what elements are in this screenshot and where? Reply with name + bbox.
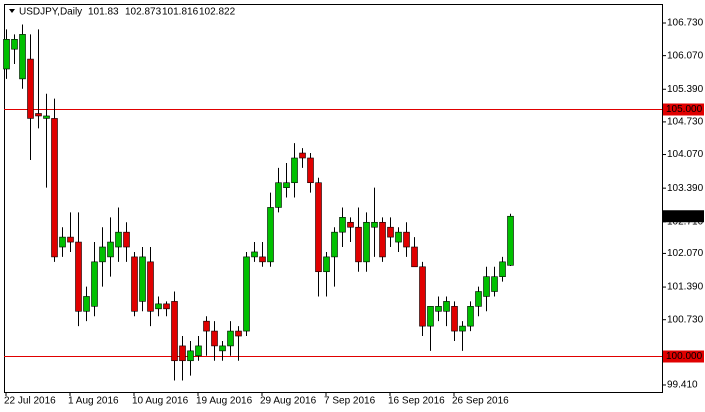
x-tick-label: 29 Aug 2016 [260, 396, 317, 407]
candle-body [131, 256, 138, 312]
candle-body [11, 39, 18, 50]
x-tick-label: 10 Aug 2016 [132, 396, 189, 407]
candle-body [51, 118, 58, 258]
candle-body [307, 157, 314, 184]
candle-body [315, 182, 322, 273]
y-tick-label: 101.390 [667, 282, 704, 293]
y-tick-label: 105.390 [667, 84, 704, 95]
header-close: 102.822 [199, 7, 236, 18]
candle-body [99, 246, 106, 263]
candle-body [459, 325, 466, 332]
candle-body [67, 236, 74, 243]
candle-body [395, 231, 402, 243]
candle-body [467, 306, 474, 327]
candle-body [19, 34, 26, 80]
y-tick-label: 106.070 [667, 50, 704, 61]
x-tick-label: 19 Aug 2016 [196, 396, 253, 407]
candle-body [355, 226, 362, 263]
level-label-box [663, 103, 704, 116]
candle-body [203, 320, 210, 332]
candle-body [283, 182, 290, 188]
level-label-box [663, 350, 704, 363]
candle-body [211, 330, 218, 347]
candle-body [179, 345, 186, 362]
candle-body [299, 152, 306, 159]
candle-body [403, 231, 410, 248]
candle-body [163, 303, 170, 310]
candle-body [195, 345, 202, 357]
header-high: 102.873 [125, 7, 162, 18]
candle-body [155, 303, 162, 310]
y-tick-label: 102.070 [667, 248, 704, 259]
candle-body [483, 276, 490, 297]
x-tick-label: 22 Jul 2016 [4, 396, 56, 407]
plot-frame [4, 4, 663, 393]
candle-body [75, 241, 82, 312]
header-low: 101.816 [162, 7, 199, 18]
candle-body [275, 182, 282, 208]
candle-body [451, 306, 458, 332]
candle-body [443, 301, 450, 312]
candle-body [27, 58, 34, 119]
x-tick-label: 16 Sep 2016 [388, 396, 445, 407]
candle-body [411, 246, 418, 268]
candle-body [339, 217, 346, 233]
y-tick-label: 104.730 [667, 117, 704, 128]
candle-body [147, 261, 154, 312]
candle-body [107, 241, 114, 258]
x-tick-label: 1 Aug 2016 [68, 396, 119, 407]
candle-body [379, 221, 386, 258]
candle-body [43, 115, 50, 119]
candle-body [115, 231, 122, 248]
price-label-box [663, 210, 704, 223]
candle-body [419, 266, 426, 327]
candle-body [475, 291, 482, 307]
candle-body [219, 345, 226, 352]
candle-body [267, 207, 274, 263]
candle-body [331, 231, 338, 258]
candle-body [123, 231, 130, 248]
candle-body [347, 221, 354, 228]
x-tick-label: 7 Sep 2016 [324, 396, 376, 407]
candle-body [259, 256, 266, 263]
y-tick-label: 103.390 [667, 183, 704, 194]
candle-body [187, 350, 194, 362]
candle-body [83, 296, 90, 312]
level-label: 105.000 [666, 104, 703, 115]
candle-body [435, 306, 442, 312]
candle-body [171, 301, 178, 362]
candle-body [91, 261, 98, 307]
candle-body [499, 261, 506, 277]
candle-body [363, 221, 370, 263]
menu-arrow[interactable] [9, 9, 15, 13]
candle-body [427, 306, 434, 327]
candle-body [3, 39, 10, 70]
candle-body [491, 276, 498, 292]
candle-body [251, 251, 258, 258]
header-open: 101.83 [88, 7, 119, 18]
candle-body [371, 221, 378, 228]
y-tick-label: 106.730 [667, 18, 704, 29]
y-tick-label: 104.070 [667, 149, 704, 160]
y-tick-label: 100.730 [667, 314, 704, 325]
y-tick-label: 99.410 [667, 380, 698, 391]
candle-body [235, 330, 242, 337]
candle-body [323, 256, 330, 273]
candle-body [243, 256, 250, 332]
chart-title: USDJPY,Daily [19, 7, 82, 18]
candle-body [227, 330, 234, 347]
candle-body [507, 215, 514, 266]
candle-body [35, 113, 42, 117]
level-label: 100.000 [666, 351, 703, 362]
candle-body [291, 157, 298, 184]
x-tick-label: 26 Sep 2016 [452, 396, 509, 407]
candle-body [387, 226, 394, 238]
candle-body [139, 256, 146, 302]
price-label: 102.822 [666, 211, 703, 222]
candle-body [59, 236, 66, 248]
